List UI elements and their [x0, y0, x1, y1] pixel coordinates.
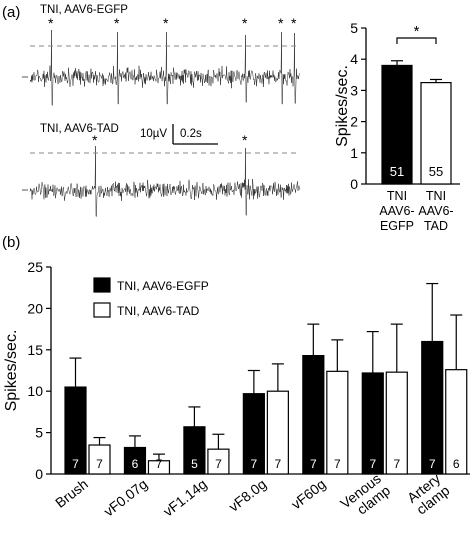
chart-b-n-label: 7 [393, 457, 400, 471]
trace-bottom-signal [29, 145, 301, 217]
chart-b-legend-label: TNI, AAV6-EGFP [117, 279, 209, 293]
panel-a-label: (a) [2, 4, 20, 21]
chart-b-category-label: Venousclamp [337, 470, 393, 523]
spike-marker-bottom: * [242, 132, 248, 148]
chart-b-n-label: 7 [310, 457, 317, 471]
chart-b-n-label: 7 [251, 457, 258, 471]
chart-a-y-tick-label: 5 [350, 20, 358, 36]
chart-b-y-tick-label: 5 [35, 425, 43, 441]
chart-b-category-label: Brush [52, 476, 91, 511]
chart-b-n-label: 6 [453, 457, 460, 471]
scale-bar-y-label: 10µV [140, 128, 167, 140]
chart-b-n-label: 5 [191, 457, 198, 471]
chart-b-bar [207, 448, 230, 475]
scale-bar: 10µV 0.2s [140, 124, 218, 145]
chart-a-category-label: TNI [387, 189, 407, 203]
chart-b-bar [302, 354, 325, 475]
chart-a-significance-marker: * [414, 23, 420, 40]
chart-b-n-label: 7 [156, 457, 163, 471]
spike-marker-top: * [242, 15, 248, 31]
chart-b-category-label: vF0.07g [101, 476, 151, 520]
chart-a-bar [381, 64, 413, 185]
chart-b-n-label: 7 [72, 457, 79, 471]
spike-marker-bottom: * [92, 132, 98, 148]
spike-marker-top: * [278, 15, 284, 31]
spike-marker-top: * [163, 15, 169, 31]
chart-b-bar [385, 371, 408, 475]
trace-top-label: TNI, AAV6-EGFP [40, 4, 128, 16]
chart-b-n-label: 7 [275, 457, 282, 471]
chart-b-n-label: 6 [132, 457, 139, 471]
chart-a-y-tick-label: 3 [350, 82, 358, 98]
spike-marker-top: * [114, 15, 120, 31]
chart-a-category-label: TAD [424, 219, 448, 233]
chart-a-n-label: 51 [390, 164, 404, 179]
chart-b-category-label: Arteryclamp [404, 470, 453, 518]
chart-a-significance-bracket [396, 37, 437, 44]
chart-b-legend-label: TNI, AAV6-TAD [117, 304, 200, 318]
chart-b-n-label: 7 [429, 457, 436, 471]
chart-b-bar [266, 390, 289, 475]
chart-b-bar [123, 446, 147, 475]
trace-top-signal [29, 29, 301, 106]
chart-b-legend-swatch [93, 277, 111, 293]
spike-marker-top: * [48, 15, 54, 31]
chart-a-y-label: Spikes/sec. [334, 65, 351, 147]
chart-b-bar [64, 386, 87, 475]
chart-a-y-tick-label: 2 [350, 114, 358, 130]
chart-b-bar [88, 444, 111, 475]
chart-b-category-label: vF1.14g [160, 476, 210, 520]
trace-bottom [29, 145, 301, 217]
chart-b-legend-swatch [93, 302, 111, 318]
chart-a-category-label: AAV6- [379, 204, 414, 218]
chart-b-bar [445, 369, 468, 475]
chart-b-bar [183, 426, 206, 475]
chart-b-y-tick-label: 15 [27, 342, 43, 358]
chart-b-bar [242, 393, 265, 475]
chart-a-y-tick-label: 0 [350, 176, 358, 192]
chart-b-bar [421, 340, 444, 475]
chart-a-y-tick-label: 4 [350, 51, 358, 67]
chart-a-n-label: 55 [429, 164, 443, 179]
chart-b-category-label: vF8.0g [226, 476, 270, 515]
chart-b-n-label: 7 [369, 457, 376, 471]
spike-marker-top: * [291, 15, 297, 31]
chart-b-n-label: 7 [215, 457, 222, 471]
trace-top [29, 29, 301, 106]
scale-bar-x-label: 0.2s [180, 128, 202, 140]
trace-bottom-label: TNI, AAV6-TAD [40, 123, 119, 135]
chart-b-bar [147, 460, 171, 475]
chart-b-n-label: 7 [96, 457, 103, 471]
chart-b-y-tick-label: 25 [27, 259, 43, 275]
chart-b-y-tick-label: 0 [35, 466, 43, 482]
chart-b-bar [326, 370, 349, 475]
chart-a-category-label: EGFP [380, 219, 414, 233]
chart-b-y-label: Spikes/sec. [3, 330, 20, 412]
chart-a-bar [420, 81, 452, 185]
chart-b-y-tick-label: 10 [27, 383, 43, 399]
chart-b-bar [361, 372, 384, 475]
spike-markers: * * * * * * * * [48, 15, 297, 148]
chart-a-category-label: TNI [426, 189, 446, 203]
chart-b-category-label: vF60g [288, 476, 329, 513]
chart-b-y-tick-label: 20 [27, 300, 43, 316]
chart-a: 012345Spikes/sec.51TNIAAV6-EGFP55TNIAAV6… [334, 20, 460, 233]
chart-a-category-label: AAV6- [418, 204, 453, 218]
chart-a-y-tick-label: 1 [350, 145, 358, 161]
chart-b-n-label: 7 [334, 457, 341, 471]
panel-b-label: (b) [2, 234, 20, 251]
